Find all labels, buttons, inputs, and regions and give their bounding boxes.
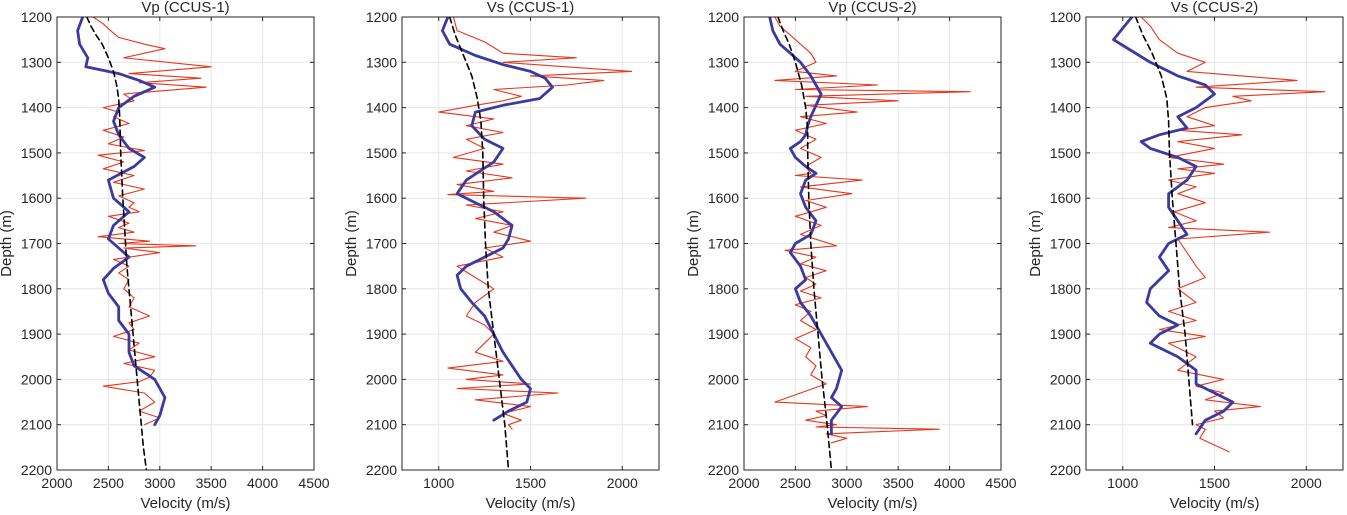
y-tick-label: 1900: [366, 326, 397, 342]
x-tick-label: 3000: [831, 475, 862, 491]
y-tick-label: 1200: [366, 9, 397, 25]
x-axis-label: Velocity (m/s): [485, 495, 575, 512]
x-tick-label: 2000: [1291, 475, 1322, 491]
x-tick-label: 4000: [934, 475, 965, 491]
x-tick-label: 1000: [423, 475, 454, 491]
x-axis-label: Velocity (m/s): [140, 495, 230, 512]
y-tick-label: 1600: [366, 190, 397, 206]
y-axis-label: Depth (m): [1027, 210, 1044, 277]
x-tick-label: 2500: [93, 475, 124, 491]
series-trend-line: [1134, 17, 1194, 426]
y-tick-label: 2100: [1050, 417, 1081, 433]
y-tick-label: 1500: [21, 145, 52, 161]
y-tick-label: 1400: [21, 100, 52, 116]
y-tick-label: 2100: [21, 417, 52, 433]
x-tick-label: 1500: [1199, 475, 1230, 491]
panel-vp-ccus-1: 2000 2500 3000 3500 4000 4500 1200 1300 1400 1500…: [0, 0, 330, 512]
y-tick-label: 1200: [1050, 9, 1081, 25]
x-tick-label: 2000: [728, 475, 759, 491]
x-tick-label: 3500: [196, 475, 227, 491]
series-smoothed-line: [76, 17, 167, 427]
x-tick-label: 2500: [780, 475, 811, 491]
chart-title: Vs (CCUS-1): [487, 0, 575, 16]
y-tick-label: 1900: [1050, 326, 1081, 342]
y-tick-label: 1800: [708, 281, 739, 297]
y-tick-label: 1200: [708, 9, 739, 25]
y-axis-label: Depth (m): [0, 210, 15, 277]
y-tick-label: 2000: [708, 371, 739, 387]
y-axis-label: Depth (m): [685, 210, 702, 277]
series-group: [1112, 17, 1326, 453]
chart-title: Vp (CCUS-2): [828, 0, 916, 16]
x-tick-label: 2000: [41, 475, 72, 491]
y-tick-label: 1300: [366, 54, 397, 70]
y-tick-label: 2000: [366, 371, 397, 387]
y-tick-label: 1400: [708, 100, 739, 116]
y-tick-label: 1800: [21, 281, 52, 297]
x-tick-label: 4500: [985, 475, 1016, 491]
y-tick-label: 1600: [21, 190, 52, 206]
y-tick-label: 1900: [708, 326, 739, 342]
y-tick-label: 2000: [1050, 371, 1081, 387]
series-group: [438, 17, 633, 470]
x-tick-label: 3000: [144, 475, 175, 491]
y-tick-label: 1300: [21, 54, 52, 70]
y-tick-label: 1700: [1050, 236, 1081, 252]
panel-vp-ccus-2: 2000 2500 3000 3500 4000 4500 1200 1300 1400 1500…: [685, 0, 1017, 512]
y-tick-label: 2100: [708, 417, 739, 433]
y-tick-label: 1400: [366, 100, 397, 116]
y-tick-label: 1500: [708, 145, 739, 161]
x-axis-label: Velocity (m/s): [827, 495, 917, 512]
series-smoothed-line: [1112, 17, 1235, 436]
y-tick-label: 1700: [21, 236, 52, 252]
x-tick-label: 3500: [883, 475, 914, 491]
y-tick-label: 1700: [366, 236, 397, 252]
x-tick-label: 4500: [298, 475, 329, 491]
series-trend-line: [777, 17, 833, 470]
y-tick-label: 2200: [366, 462, 397, 478]
chart-title: Vs (CCUS-2): [1171, 0, 1259, 16]
y-tick-label: 1300: [708, 54, 739, 70]
x-axis-label: Velocity (m/s): [1169, 495, 1259, 512]
series-raw-log-line: [774, 17, 971, 444]
y-tick-label: 1700: [708, 236, 739, 252]
panel-vs-ccus-1: 1000 1500 2000 1200 1300 1400 1500 1600 1700 1800…: [343, 0, 660, 512]
y-tick-label: 1800: [1050, 281, 1081, 297]
y-tick-label: 1800: [366, 281, 397, 297]
series-trend-line: [86, 17, 148, 470]
y-tick-label: 2200: [21, 462, 52, 478]
series-trend-line: [448, 17, 510, 470]
x-tick-label: 4000: [247, 475, 278, 491]
y-tick-label: 1300: [1050, 54, 1081, 70]
y-tick-label: 2100: [366, 417, 397, 433]
y-tick-label: 2000: [21, 371, 52, 387]
y-tick-label: 1600: [1050, 190, 1081, 206]
y-tick-label: 1200: [21, 9, 52, 25]
chart-title: Vp (CCUS-1): [141, 0, 229, 16]
y-tick-label: 1500: [366, 145, 397, 161]
y-tick-label: 1600: [708, 190, 739, 206]
series-group: [76, 17, 212, 470]
series-smoothed-line: [768, 17, 844, 436]
y-tick-label: 1400: [1050, 100, 1081, 116]
y-tick-label: 1500: [1050, 145, 1081, 161]
y-axis-label: Depth (m): [343, 210, 360, 277]
x-tick-label: 1000: [1107, 475, 1138, 491]
y-tick-label: 2200: [1050, 462, 1081, 478]
series-group: [768, 17, 971, 470]
x-tick-label: 1500: [515, 475, 546, 491]
x-tick-label: 2000: [607, 475, 638, 491]
panel-vs-ccus-2: 1000 1500 2000 1200 1300 1400 1500 1600 1700 1800…: [1027, 0, 1344, 512]
y-tick-label: 1900: [21, 326, 52, 342]
y-tick-label: 2200: [708, 462, 739, 478]
